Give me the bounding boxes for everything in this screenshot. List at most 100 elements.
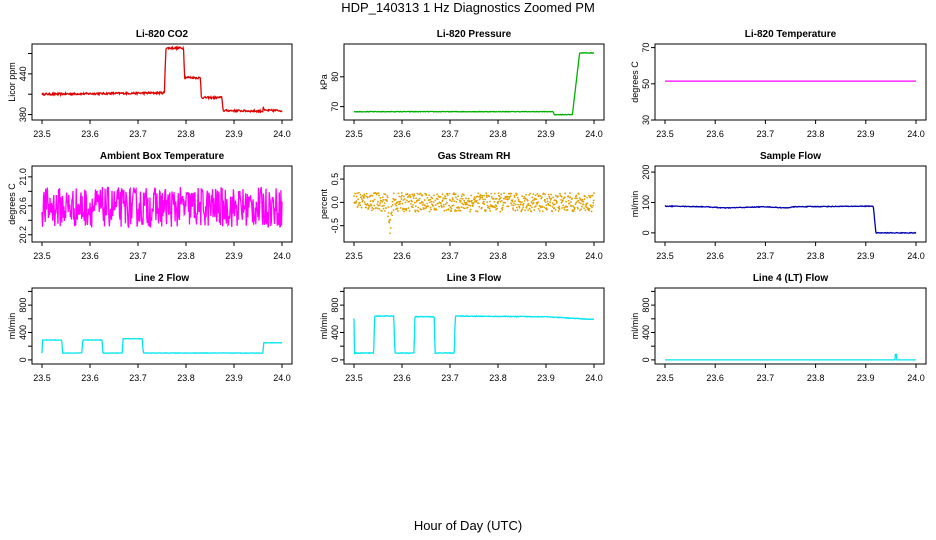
data-point bbox=[443, 209, 446, 212]
data-point bbox=[456, 198, 459, 201]
data-point bbox=[548, 197, 551, 200]
data-point bbox=[360, 198, 363, 200]
data-point bbox=[545, 204, 548, 206]
data-point bbox=[592, 204, 594, 207]
data-point bbox=[397, 192, 400, 195]
data-point bbox=[481, 196, 483, 199]
data-point bbox=[464, 207, 466, 210]
panel-title: Line 4 (LT) Flow bbox=[753, 273, 829, 284]
data-point bbox=[402, 199, 405, 201]
data-point bbox=[498, 195, 501, 198]
data-point bbox=[357, 191, 360, 194]
data-point bbox=[428, 194, 431, 197]
data-point bbox=[439, 202, 442, 205]
data-point bbox=[582, 200, 585, 203]
data-point bbox=[580, 208, 583, 211]
x-tick-label: 23.9 bbox=[857, 129, 875, 139]
data-point bbox=[451, 198, 454, 201]
data-point bbox=[562, 204, 564, 207]
panel-title: Li-820 Temperature bbox=[745, 29, 837, 40]
data-point bbox=[547, 193, 550, 196]
data-point bbox=[398, 195, 401, 198]
data-point bbox=[578, 197, 581, 199]
data-point bbox=[427, 205, 430, 208]
data-point bbox=[480, 206, 483, 209]
data-point bbox=[413, 193, 415, 196]
data-point bbox=[493, 205, 495, 208]
data-point bbox=[582, 203, 585, 206]
data-point bbox=[363, 197, 365, 200]
y-tick-label: 80 bbox=[330, 72, 340, 82]
data-point bbox=[581, 205, 583, 208]
data-point bbox=[424, 207, 427, 210]
x-tick-label: 23.6 bbox=[706, 129, 724, 139]
x-tick-label: 23.6 bbox=[81, 129, 99, 139]
data-point bbox=[477, 192, 480, 195]
data-point bbox=[372, 200, 375, 203]
data-point bbox=[455, 196, 457, 199]
data-point bbox=[402, 207, 404, 210]
data-point bbox=[445, 209, 448, 212]
data-point bbox=[399, 206, 402, 209]
data-point bbox=[422, 201, 424, 204]
y-tick-label: 800 bbox=[641, 298, 651, 313]
data-point bbox=[442, 203, 445, 206]
data-point bbox=[409, 195, 412, 198]
x-tick-label: 24.0 bbox=[585, 129, 603, 139]
data-point bbox=[528, 208, 531, 210]
y-tick-label: 0 bbox=[641, 230, 651, 235]
data-point bbox=[535, 198, 538, 201]
data-point bbox=[551, 210, 554, 213]
data-point bbox=[431, 197, 434, 200]
y-tick-label: 0.0 bbox=[330, 196, 340, 209]
data-point bbox=[415, 197, 418, 200]
data-point bbox=[543, 206, 546, 209]
data-point bbox=[380, 210, 383, 212]
data-point bbox=[444, 195, 447, 198]
data-point bbox=[426, 196, 429, 199]
data-point bbox=[400, 192, 403, 194]
data-point bbox=[517, 198, 520, 201]
data-point bbox=[577, 199, 580, 202]
x-tick-label: 23.8 bbox=[807, 129, 825, 139]
chart-panel: Gas Stream RH 23.5 23.6 23.7 23.8 23.9 24.0 -0.… bbox=[319, 151, 605, 261]
data-point bbox=[417, 206, 420, 209]
data-point bbox=[532, 193, 535, 196]
data-point bbox=[489, 203, 492, 206]
data-point bbox=[399, 202, 401, 205]
data-point bbox=[493, 200, 496, 203]
data-point bbox=[531, 196, 534, 199]
data-point bbox=[404, 193, 407, 196]
data-point bbox=[577, 193, 580, 195]
data-point bbox=[512, 208, 515, 211]
data-point bbox=[485, 192, 488, 195]
data-point bbox=[510, 192, 513, 195]
data-point bbox=[397, 210, 399, 212]
data-point bbox=[513, 194, 516, 197]
data-point bbox=[574, 197, 577, 200]
data-point bbox=[411, 200, 413, 203]
data-point bbox=[436, 193, 438, 196]
data-point bbox=[442, 197, 445, 199]
data-point bbox=[488, 195, 491, 198]
y-tick-label: 70 bbox=[641, 43, 651, 53]
data-point bbox=[523, 200, 526, 202]
data-point bbox=[593, 192, 595, 195]
data-point bbox=[523, 197, 525, 200]
data-point bbox=[458, 207, 461, 209]
data-point bbox=[373, 198, 376, 201]
plot-frame bbox=[343, 43, 605, 121]
data-point bbox=[469, 204, 472, 207]
data-point bbox=[499, 210, 502, 213]
data-point bbox=[363, 201, 366, 204]
data-point bbox=[384, 193, 387, 196]
x-tick-label: 24.0 bbox=[907, 129, 925, 139]
data-point bbox=[401, 202, 404, 205]
data-point bbox=[365, 192, 368, 195]
data-point bbox=[450, 200, 453, 203]
data-point bbox=[378, 204, 381, 207]
data-point bbox=[469, 210, 471, 213]
data-point bbox=[448, 204, 451, 207]
y-tick-label: 400 bbox=[330, 325, 340, 340]
data-point bbox=[501, 209, 504, 211]
